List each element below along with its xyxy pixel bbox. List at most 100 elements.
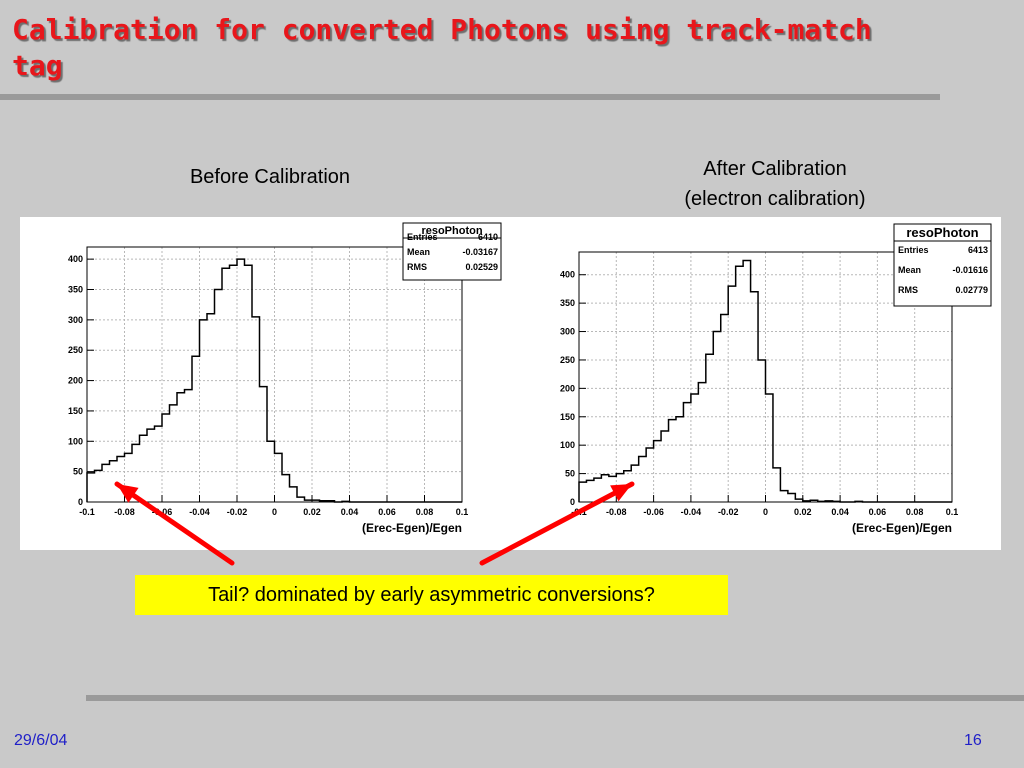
- caption-after-line2: (electron calibration): [684, 188, 866, 210]
- x-tick-label: 0.1: [946, 507, 959, 517]
- title-divider: [0, 94, 940, 100]
- x-tick-label: -0.08: [606, 507, 627, 517]
- histogram-bin: [140, 435, 148, 502]
- stats-value: -0.01616: [952, 265, 988, 275]
- stats-box: [893, 223, 992, 307]
- x-tick-label: -0.04: [189, 507, 210, 517]
- histogram-bin: [698, 383, 705, 502]
- histogram-panel: [20, 217, 1001, 550]
- histogram-bin: [207, 314, 215, 502]
- histogram-bin: [751, 292, 758, 502]
- arrow-left: [114, 481, 235, 566]
- histogram-outline: [86, 258, 462, 503]
- histogram-bin: [661, 431, 668, 502]
- histogram-bin: [691, 394, 698, 502]
- histogram-bin: [758, 360, 765, 502]
- histogram-bin: [579, 482, 586, 502]
- y-tick-label: 50: [73, 467, 83, 477]
- stats-value: 0.02779: [955, 285, 988, 295]
- histogram-bin: [95, 470, 103, 502]
- histogram-bin: [282, 475, 290, 502]
- y-tick-label: 400: [560, 270, 575, 280]
- tail-callout: Tail? dominated by early asymmetric conv…: [135, 575, 728, 615]
- histogram-bin: [639, 457, 646, 502]
- histogram-bin: [215, 290, 223, 503]
- histogram-bin: [192, 356, 200, 502]
- footer-date: 29/6/04: [14, 732, 68, 749]
- histogram-bin: [766, 394, 773, 502]
- x-tick-label: 0.06: [869, 507, 887, 517]
- histogram-bin: [245, 265, 253, 502]
- histogram-bin: [155, 426, 163, 502]
- y-tick-label: 250: [560, 355, 575, 365]
- stats-label: RMS: [898, 285, 918, 295]
- arrow-left-head: [117, 484, 139, 503]
- arrow-right: [479, 481, 635, 566]
- x-tick-label: -0.06: [643, 507, 664, 517]
- histogram-bin: [275, 453, 283, 502]
- x-tick-label: 0.02: [794, 507, 812, 517]
- y-tick-label: 400: [68, 254, 83, 264]
- x-tick-label: -0.1: [79, 507, 95, 517]
- x-axis-label: (Erec-Egen)/Egen: [362, 521, 462, 535]
- y-tick-label: 350: [560, 298, 575, 308]
- caption-after-line1: After Calibration: [703, 158, 847, 180]
- slide-title: Calibration for converted Photons using …: [12, 13, 872, 82]
- histogram-bin: [222, 268, 230, 502]
- axes: -0.1-0.08-0.06-0.04-0.0200.020.040.060.0…: [560, 270, 958, 517]
- stats-value: 6413: [968, 245, 988, 255]
- histogram-bin: [683, 403, 690, 502]
- histogram-bin: [185, 390, 193, 502]
- x-tick-label: 0.1: [456, 507, 469, 517]
- stats-label: Entries: [898, 245, 929, 255]
- y-tick-label: 200: [560, 383, 575, 393]
- histogram-bin: [110, 461, 118, 502]
- arrow-right-head: [610, 484, 632, 502]
- histogram-bin: [646, 448, 653, 502]
- histogram-bin: [147, 429, 155, 502]
- histogram-bin: [230, 265, 238, 502]
- y-tick-label: 300: [560, 327, 575, 337]
- x-tick-label: -0.02: [718, 507, 739, 517]
- histogram-bin: [706, 354, 713, 502]
- x-tick-label: 0.04: [831, 507, 849, 517]
- histogram-after-calibration: -0.1-0.08-0.06-0.04-0.0200.020.040.060.0…: [560, 223, 992, 535]
- stats-box: [402, 222, 502, 281]
- histogram-bin: [162, 414, 170, 502]
- x-tick-label: 0.08: [416, 507, 434, 517]
- histogram-bin: [252, 317, 260, 502]
- x-tick-label: 0: [272, 507, 277, 517]
- histogram-bin: [177, 393, 185, 502]
- tail-arrows: [114, 481, 635, 566]
- histogram-bin: [102, 464, 110, 502]
- histogram-bin: [728, 286, 735, 502]
- histogram-bin: [676, 417, 683, 502]
- y-tick-label: 250: [68, 345, 83, 355]
- stats-value: 0.02529: [465, 262, 498, 272]
- x-tick-label: 0.06: [378, 507, 396, 517]
- stats-label: Mean: [407, 247, 430, 257]
- y-tick-label: 150: [68, 406, 83, 416]
- histogram-bin: [773, 468, 780, 502]
- y-tick-label: 0: [570, 497, 575, 507]
- y-tick-label: 150: [560, 412, 575, 422]
- y-tick-label: 100: [560, 440, 575, 450]
- y-tick-label: 200: [68, 376, 83, 386]
- histogram-outline: [578, 259, 952, 503]
- histogram-bin: [586, 480, 593, 502]
- histogram-bin: [780, 491, 787, 502]
- x-tick-label: 0.08: [906, 507, 924, 517]
- histogram-bin: [170, 405, 178, 502]
- caption-before-calibration: Before Calibration: [189, 166, 351, 188]
- caption-after-calibration: After Calibration (electron calibration): [640, 154, 910, 214]
- histogram-bin: [669, 420, 676, 502]
- histogram-bin: [117, 456, 125, 502]
- x-tick-label: -0.04: [681, 507, 702, 517]
- footer-divider: [86, 695, 1024, 701]
- y-tick-label: 50: [565, 469, 575, 479]
- y-tick-label: 0: [78, 497, 83, 507]
- y-tick-label: 300: [68, 315, 83, 325]
- x-tick-label: 0: [763, 507, 768, 517]
- stats-value: 6410: [478, 232, 498, 242]
